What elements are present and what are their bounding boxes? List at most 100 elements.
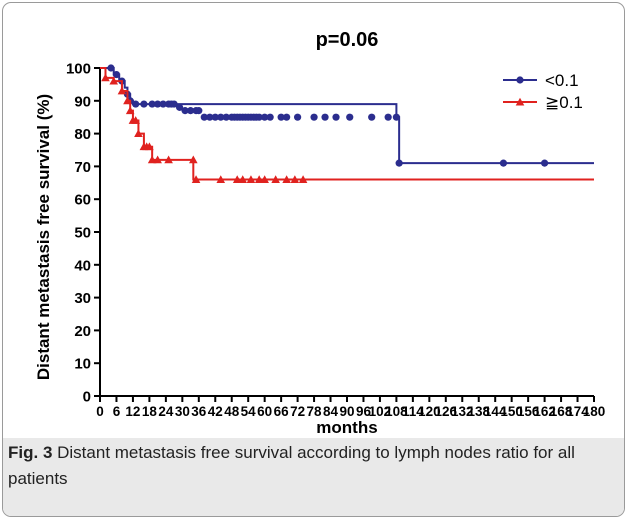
series-0-point [195, 107, 203, 115]
series-1-point [153, 155, 162, 164]
series-1-point [109, 76, 119, 85]
x-tick-label: 66 [274, 404, 290, 419]
y-tick-label: 10 [74, 356, 91, 373]
y-tick-label: 50 [74, 225, 91, 242]
series-1-point [232, 175, 242, 183]
legend-marker-0 [516, 76, 524, 84]
x-tick-label: 36 [191, 404, 207, 419]
figure-caption: Fig. 3 Distant metastasis free survival … [8, 440, 608, 492]
x-tick-label: 162 [533, 404, 556, 419]
series-0-point [384, 113, 392, 121]
series-1-point [131, 116, 140, 124]
series-0-point [175, 103, 184, 111]
series-0-point [332, 113, 340, 121]
x-tick-label: 60 [257, 404, 272, 419]
x-tick-label: 42 [208, 404, 223, 419]
series-0-point [392, 113, 400, 121]
x-tick-label: 54 [241, 404, 257, 419]
y-tick-label: 100 [66, 61, 91, 78]
y-tick-label: 90 [74, 93, 91, 110]
series-0-point [346, 113, 354, 121]
legend-label-1: ≧0.1 [545, 93, 583, 112]
series-1-point [271, 175, 280, 183]
x-tick-label: 6 [113, 404, 121, 419]
series-0-point [107, 64, 115, 72]
x-tick-label: 180 [583, 404, 606, 419]
series-0-point [140, 100, 148, 108]
series-1-point [101, 73, 110, 82]
series-0-point [283, 113, 291, 121]
x-tick-label: 150 [500, 404, 523, 419]
series-0-point [294, 113, 302, 121]
series-1-point [246, 175, 256, 183]
legend-marker-1 [515, 97, 525, 106]
x-tick-label: 78 [307, 404, 323, 419]
series-1-point [238, 175, 248, 183]
x-tick-label: 120 [418, 404, 441, 419]
series-1-point [260, 175, 269, 183]
series-1-point [117, 86, 127, 95]
series-0-point [217, 113, 225, 121]
x-tick-label: 96 [356, 404, 372, 419]
caption-background [3, 438, 624, 516]
series-0-point [395, 159, 403, 167]
series-0-point [255, 113, 263, 121]
x-tick-label: 144 [484, 404, 507, 419]
series-0-point [266, 113, 274, 121]
series-0-point [186, 107, 195, 115]
series-0-point [541, 159, 549, 167]
x-tick-label: 0 [96, 404, 104, 419]
series-1-point [147, 155, 157, 164]
series-1-point [216, 175, 226, 183]
series-0-point [368, 113, 376, 121]
x-tick-label: 108 [385, 404, 408, 419]
series-0-point [132, 100, 140, 108]
x-tick-label: 24 [158, 404, 174, 419]
series-0-point [321, 113, 329, 121]
series-1-point [164, 155, 173, 164]
figure-caption-label: Fig. 3 [8, 443, 53, 462]
figure-frame [2, 2, 625, 517]
series-1-point [282, 175, 291, 183]
x-tick-label: 12 [125, 404, 140, 419]
chart-title: p=0.06 [316, 29, 379, 51]
series-0-point [112, 70, 121, 79]
x-tick-label: 156 [517, 404, 540, 419]
legend-label-0: <0.1 [545, 71, 579, 90]
y-tick-label: 0 [83, 389, 91, 406]
y-tick-label: 60 [74, 192, 91, 209]
x-tick-label: 90 [339, 404, 354, 419]
x-tick-label: 126 [435, 404, 458, 419]
x-tick-label: 30 [175, 404, 190, 419]
series-0-point [154, 100, 162, 108]
series-1-point [298, 175, 308, 183]
series-0-point [148, 100, 156, 108]
x-tick-label: 102 [369, 404, 392, 419]
x-axis-label: months [316, 418, 377, 437]
series-1-point [290, 175, 300, 183]
x-tick-label: 72 [290, 404, 305, 419]
series-0-point [222, 113, 230, 121]
series-0-point [499, 159, 508, 167]
series-1-point [125, 106, 135, 115]
series-0-point [181, 107, 189, 115]
series-0-point [310, 113, 318, 121]
series-0-point [170, 100, 178, 108]
y-tick-label: 40 [74, 257, 91, 274]
y-tick-label: 20 [74, 323, 91, 340]
series-1-point [254, 175, 264, 183]
x-tick-label: 48 [224, 404, 240, 419]
series-1-point [145, 142, 154, 151]
x-tick-label: 168 [550, 404, 573, 419]
x-tick-label: 138 [467, 404, 490, 419]
y-tick-label: 70 [74, 159, 91, 176]
series-1-point [134, 129, 143, 138]
y-tick-label: 30 [74, 290, 91, 307]
series-0-point [206, 113, 214, 121]
figure-caption-text: Distant metastasis free survival accordi… [8, 443, 575, 488]
series-0-point [159, 100, 167, 108]
x-tick-label: 132 [451, 404, 474, 419]
series-0-point [211, 113, 219, 121]
x-tick-label: 84 [323, 404, 339, 419]
